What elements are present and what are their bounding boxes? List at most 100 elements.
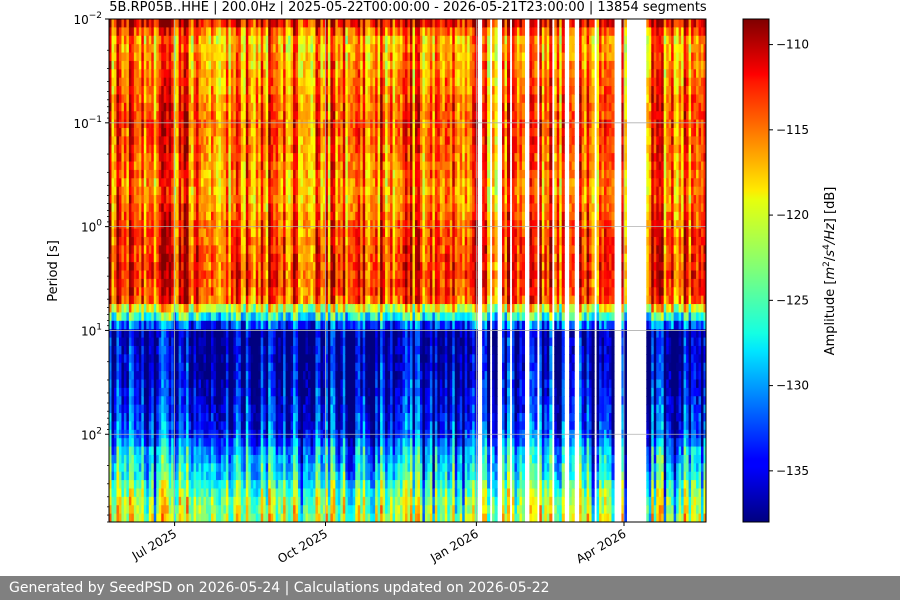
heatmap-cell — [305, 454, 309, 464]
heatmap-cell — [148, 446, 152, 456]
heatmap-cell — [116, 304, 120, 314]
heatmap-cell — [146, 513, 150, 522]
heatmap-cell — [275, 345, 279, 355]
heatmap-cell — [191, 379, 195, 389]
heatmap-cell — [310, 304, 314, 314]
heatmap-cell — [210, 312, 215, 322]
heatmap-cell — [166, 195, 170, 205]
heatmap-cell — [196, 278, 200, 288]
heatmap-cell — [248, 86, 252, 96]
heatmap-cell — [186, 144, 190, 154]
heatmap-cell — [310, 362, 314, 372]
heatmap-cell — [225, 337, 229, 347]
heatmap-cell — [223, 312, 227, 322]
heatmap-cell — [143, 262, 147, 272]
heatmap-cell — [148, 480, 152, 490]
heatmap-cell — [220, 396, 225, 406]
heatmap-cell — [308, 253, 312, 263]
heatmap-cell — [233, 86, 237, 96]
heatmap-cell — [146, 496, 150, 506]
heatmap-cell — [258, 236, 262, 246]
heatmap-cell — [176, 337, 180, 347]
heatmap-cell — [225, 161, 229, 171]
heatmap-cell — [186, 161, 190, 171]
heatmap-cell — [116, 362, 120, 372]
heatmap-cell — [173, 153, 177, 163]
heatmap-cell — [151, 253, 155, 263]
heatmap-cell — [285, 119, 289, 129]
heatmap-cell — [223, 413, 227, 422]
heatmap-cell — [161, 203, 165, 213]
heatmap-cell — [253, 211, 257, 221]
heatmap-cell — [310, 496, 314, 506]
heatmap-cell — [228, 86, 232, 96]
heatmap-cell — [300, 253, 304, 263]
heatmap-cell — [123, 111, 128, 121]
heatmap-cell — [228, 304, 232, 314]
heatmap-cell — [300, 371, 304, 381]
heatmap-cell — [245, 396, 249, 406]
heatmap-cell — [255, 354, 259, 364]
heatmap-cell — [270, 245, 274, 255]
heatmap-cell — [203, 345, 207, 355]
heatmap-cell — [196, 471, 200, 481]
heatmap-cell — [188, 329, 192, 339]
heatmap-cell — [243, 312, 247, 322]
heatmap-cell — [148, 27, 152, 37]
heatmap-cell — [166, 463, 170, 473]
heatmap-cell — [133, 102, 137, 112]
heatmap-cell — [136, 161, 140, 171]
heatmap-cell — [148, 77, 152, 87]
heatmap-cell — [181, 161, 185, 171]
heatmap-cell — [183, 102, 187, 112]
heatmap-cell — [253, 102, 257, 112]
heatmap-cell — [109, 295, 113, 305]
heatmap-cell — [290, 19, 294, 28]
heatmap-cell — [123, 304, 128, 314]
heatmap-cell — [312, 262, 317, 272]
heatmap-cell — [250, 362, 254, 372]
heatmap-cell — [210, 35, 215, 45]
heatmap-cell — [198, 236, 202, 246]
heatmap-cell — [303, 480, 307, 490]
heatmap-cell — [126, 295, 130, 305]
heatmap-cell — [250, 513, 254, 522]
heatmap-cell — [196, 144, 200, 154]
heatmap-cell — [118, 278, 123, 288]
heatmap-cell — [230, 396, 234, 406]
heatmap-cell — [143, 195, 147, 205]
heatmap-cell — [206, 488, 210, 498]
heatmap-cell — [168, 245, 172, 255]
heatmap-cell — [178, 379, 182, 389]
heatmap-cell — [111, 295, 115, 305]
heatmap-cell — [206, 413, 210, 422]
heatmap-cell — [178, 144, 182, 154]
heatmap-cell — [138, 169, 142, 179]
heatmap-cell — [308, 94, 312, 104]
heatmap-cell — [258, 287, 262, 297]
heatmap-cell — [248, 278, 252, 288]
heatmap-cell — [278, 463, 282, 473]
heatmap-cell — [293, 262, 297, 272]
heatmap-cell — [285, 329, 289, 339]
heatmap-cell — [171, 19, 175, 28]
heatmap-cell — [118, 245, 123, 255]
heatmap-cell — [143, 127, 147, 137]
heatmap-cell — [210, 371, 215, 381]
heatmap-cell — [235, 471, 239, 481]
heatmap-cell — [258, 337, 262, 347]
heatmap-cell — [253, 178, 257, 188]
heatmap-cell — [290, 262, 294, 272]
heatmap-cell — [208, 178, 212, 188]
heatmap-cell — [113, 220, 118, 230]
heatmap-cell — [255, 480, 259, 490]
heatmap-cell — [275, 19, 279, 28]
heatmap-cell — [118, 446, 123, 456]
heatmap-cell — [218, 287, 222, 297]
heatmap-cell — [275, 337, 279, 347]
heatmap-cell — [230, 471, 234, 481]
heatmap-cell — [116, 35, 120, 45]
heatmap-cell — [283, 69, 287, 79]
heatmap-cell — [265, 178, 269, 188]
heatmap-cell — [143, 320, 147, 330]
